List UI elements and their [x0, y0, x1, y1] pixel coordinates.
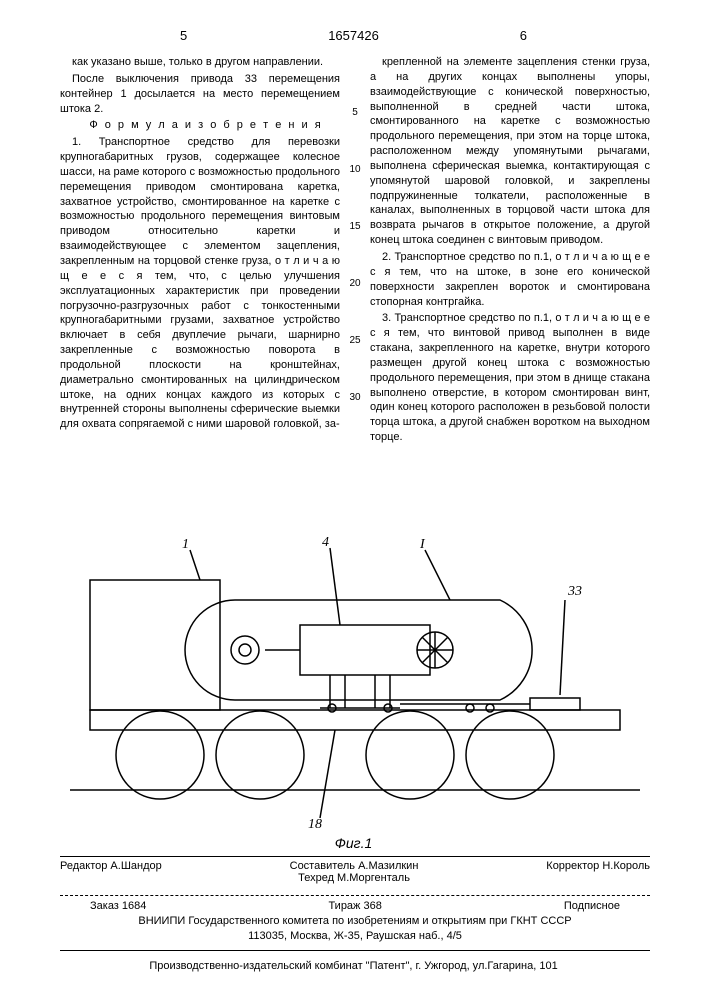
label-33: 33: [567, 584, 582, 599]
claim-2: 2. Транспортное средство по п.1, о т л и…: [370, 250, 650, 309]
subscript: Подписное: [564, 900, 620, 912]
label-1: 1: [182, 537, 189, 552]
claim-1: 1. Транспортное средство для перевозки к…: [60, 135, 340, 432]
tirazh: Тираж 368: [328, 900, 381, 912]
para: После выключения привода 33 перемещения …: [60, 72, 340, 117]
claim-3: 3. Транспортное средство по п.1, о т л и…: [370, 311, 650, 445]
claim-1-cont: крепленной на элементе зацепления стенки…: [370, 55, 650, 248]
compiler: Составитель А.Мазилкин Техред М.Моргента…: [290, 860, 419, 884]
label-I: I: [419, 537, 426, 552]
footer-org-2: 113035, Москва, Ж-35, Раушская наб., 4/5: [60, 930, 650, 942]
line-mark: 15: [345, 221, 365, 232]
patent-page: 5 6 1657426 как указано выше, только в д…: [0, 0, 707, 1000]
footer-credits: Редактор А.Шандор Составитель А.Мазилкин…: [60, 860, 650, 885]
corrector: Корректор Н.Король: [546, 860, 650, 884]
order: Заказ 1684: [90, 900, 146, 912]
divider-dashed: [60, 895, 650, 896]
footer-org-1: ВНИИПИ Государственного комитета по изоб…: [60, 915, 650, 927]
figure-caption: Фиг.1: [0, 835, 707, 851]
divider: [60, 856, 650, 857]
left-column: как указано выше, только в другом направ…: [60, 55, 340, 447]
line-mark: 5: [345, 107, 365, 118]
line-number-gutter: 5 10 15 20 25 30: [345, 55, 365, 403]
line-mark: 20: [345, 278, 365, 289]
para: как указано выше, только в другом направ…: [60, 55, 340, 70]
line-mark: 25: [345, 335, 365, 346]
editor: Редактор А.Шандор: [60, 860, 162, 884]
figure-1: 1 4 I 33 18: [70, 530, 640, 830]
credits-row-1: Редактор А.Шандор Составитель А.Мазилкин…: [60, 860, 650, 884]
right-column: крепленной на элементе зацепления стенки…: [370, 55, 650, 447]
formula-heading: Ф о р м у л а и з о б р е т е н и я: [60, 118, 340, 133]
divider: [60, 950, 650, 951]
order-block: Заказ 1684 Тираж 368 Подписное ВНИИПИ Го…: [60, 900, 650, 942]
footer-producer: Производственно-издательский комбинат "П…: [0, 960, 707, 972]
line-mark: 30: [345, 392, 365, 403]
vehicle-diagram: 1 4 I 33 18: [70, 530, 640, 830]
patent-number: 1657426: [0, 28, 707, 43]
line-mark: 10: [345, 164, 365, 175]
order-row: Заказ 1684 Тираж 368 Подписное: [60, 900, 650, 912]
label-18: 18: [308, 817, 322, 830]
label-4: 4: [322, 535, 329, 550]
